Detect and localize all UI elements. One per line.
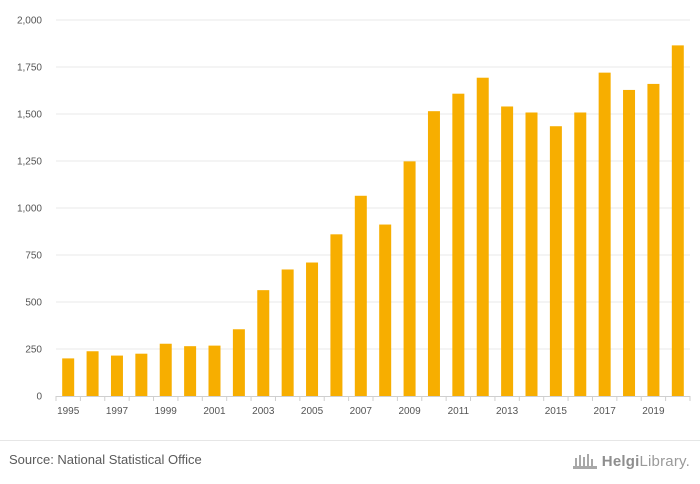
x-tick-label: 1999 [155, 406, 178, 417]
bar-1995[interactable] [62, 358, 75, 396]
bar-2000[interactable] [184, 346, 197, 396]
x-tick-label: 2003 [252, 406, 275, 417]
y-tick-label: 250 [25, 345, 42, 356]
bar-2006[interactable] [330, 234, 343, 396]
x-tick-label: 2007 [350, 406, 373, 417]
bar-1998[interactable] [135, 353, 148, 396]
bar-2008[interactable] [379, 224, 392, 396]
bar-2005[interactable] [306, 262, 319, 396]
library-icon [572, 454, 597, 469]
bar-2017[interactable] [598, 72, 611, 396]
bar-2018[interactable] [623, 89, 636, 396]
x-tick-label: 1995 [57, 406, 80, 417]
brand-name-bold: Helgi [601, 452, 640, 470]
bar-2014[interactable] [525, 112, 538, 396]
bar-2009[interactable] [403, 161, 416, 396]
x-tick-label: 2013 [496, 406, 519, 417]
axes: 0 250 500 750 1,000 1,250 1,500 1,750 2,000 1995 1… [17, 16, 691, 417]
bar-1999[interactable] [159, 343, 172, 396]
bar-1996[interactable] [86, 351, 99, 396]
x-tick-label: 1997 [106, 406, 129, 417]
bar-2019[interactable] [647, 83, 660, 397]
y-tick-label: 1,000 [17, 204, 42, 215]
y-tick-label: 750 [25, 251, 42, 262]
bar-2015[interactable] [549, 126, 562, 396]
source-note: Source: National Statistical Office [9, 452, 202, 467]
x-tick-label: 2005 [301, 406, 324, 417]
bar-2004[interactable] [281, 269, 294, 396]
y-tick-label: 2,000 [17, 16, 42, 27]
brand-name: HelgiLibrary. [602, 453, 690, 470]
bar-2011[interactable] [452, 93, 465, 397]
bar-1997[interactable] [110, 355, 123, 396]
x-tick-label: 2017 [594, 406, 617, 417]
x-tick-label: 2015 [545, 406, 568, 417]
bar-2016[interactable] [574, 112, 587, 396]
x-tick-label: 2001 [203, 406, 226, 417]
y-tick-label: 500 [25, 298, 42, 309]
y-tick-label: 1,250 [17, 157, 42, 168]
gridlines [56, 19, 690, 350]
bars [62, 45, 684, 397]
x-tick-label: 2009 [398, 406, 421, 417]
x-tick-label: 2019 [642, 406, 665, 417]
helgi-library-logo[interactable]: HelgiLibrary. [572, 449, 690, 473]
bar-2003[interactable] [257, 290, 270, 396]
bar-2013[interactable] [501, 106, 514, 396]
bar-2012[interactable] [476, 77, 489, 396]
bar-2020[interactable] [671, 45, 684, 396]
bar-chart: 0 250 500 750 1,000 1,250 1,500 1,750 2,000 1995 1… [17, 16, 691, 417]
bar-2001[interactable] [208, 345, 221, 396]
bar-2010[interactable] [427, 111, 440, 397]
bar-2007[interactable] [354, 195, 367, 396]
y-tick-label: 1,500 [17, 110, 42, 121]
footer: Source: National Statistical Office Helg… [0, 440, 700, 484]
bar-2002[interactable] [232, 329, 245, 396]
x-tick-label: 2011 [448, 406, 470, 417]
y-tick-label: 0 [36, 392, 42, 403]
brand-name-rest: Library. [639, 452, 690, 470]
y-tick-label: 1,750 [17, 63, 42, 74]
